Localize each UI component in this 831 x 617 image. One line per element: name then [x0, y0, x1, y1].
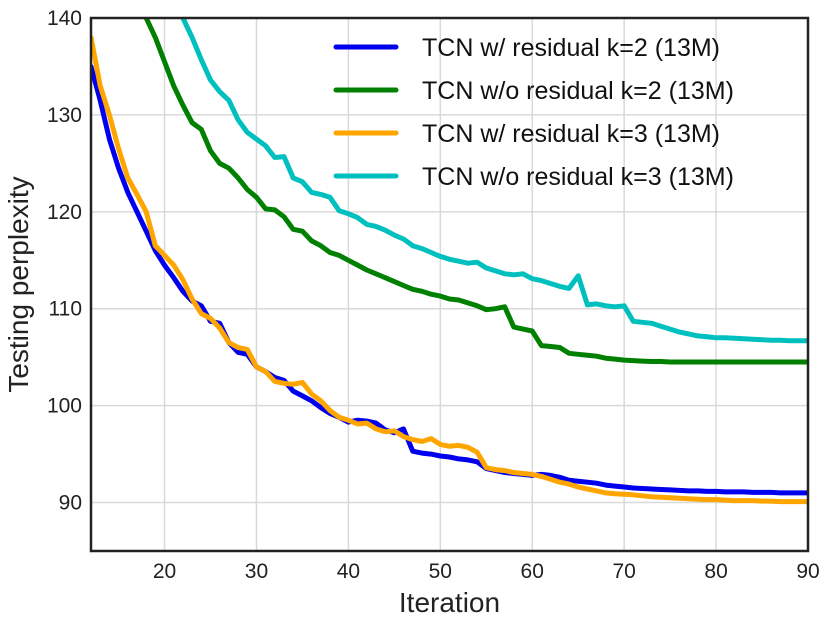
y-tick-label: 110 — [49, 298, 82, 321]
legend-label-2: TCN w/o residual k=2 (13M) — [422, 77, 734, 105]
x-tick-label: 70 — [612, 560, 635, 583]
y-tick-label: 90 — [59, 492, 82, 515]
series-line-2 — [143, 18, 808, 365]
plot-frame — [89, 16, 810, 553]
x-tick-label: 50 — [429, 560, 452, 583]
legend-label-4: TCN w/o residual k=3 (13M) — [422, 163, 734, 191]
x-tick-label: 80 — [704, 560, 727, 583]
y-tick-label: 130 — [47, 104, 82, 127]
y-tick-labels: 90 100 110 120 130 140 — [47, 7, 82, 515]
x-axis-label: Iteration — [399, 587, 500, 617]
series-line-4 — [180, 18, 808, 344]
legend-label-3: TCN w/ residual k=3 (13M) — [422, 120, 720, 148]
y-axis-label: Testing perplexity — [3, 176, 34, 392]
y-tick-label: 100 — [47, 395, 82, 418]
legend: TCN w/ residual k=2 (13M) TCN w/o residua… — [333, 34, 734, 191]
x-tick-label: 90 — [796, 560, 819, 583]
series-lines — [91, 18, 808, 505]
x-tick-label: 30 — [245, 560, 268, 583]
series-line-3 — [91, 34, 808, 505]
x-tick-label: 40 — [337, 560, 360, 583]
x-tick-labels: 20 30 40 50 60 70 80 90 — [153, 560, 820, 583]
y-tick-label: 140 — [47, 7, 82, 30]
y-tick-label: 120 — [47, 201, 82, 224]
legend-label-1: TCN w/ residual k=2 (13M) — [422, 34, 720, 62]
x-tick-label: 20 — [153, 560, 176, 583]
x-tick-label: 60 — [521, 560, 544, 583]
